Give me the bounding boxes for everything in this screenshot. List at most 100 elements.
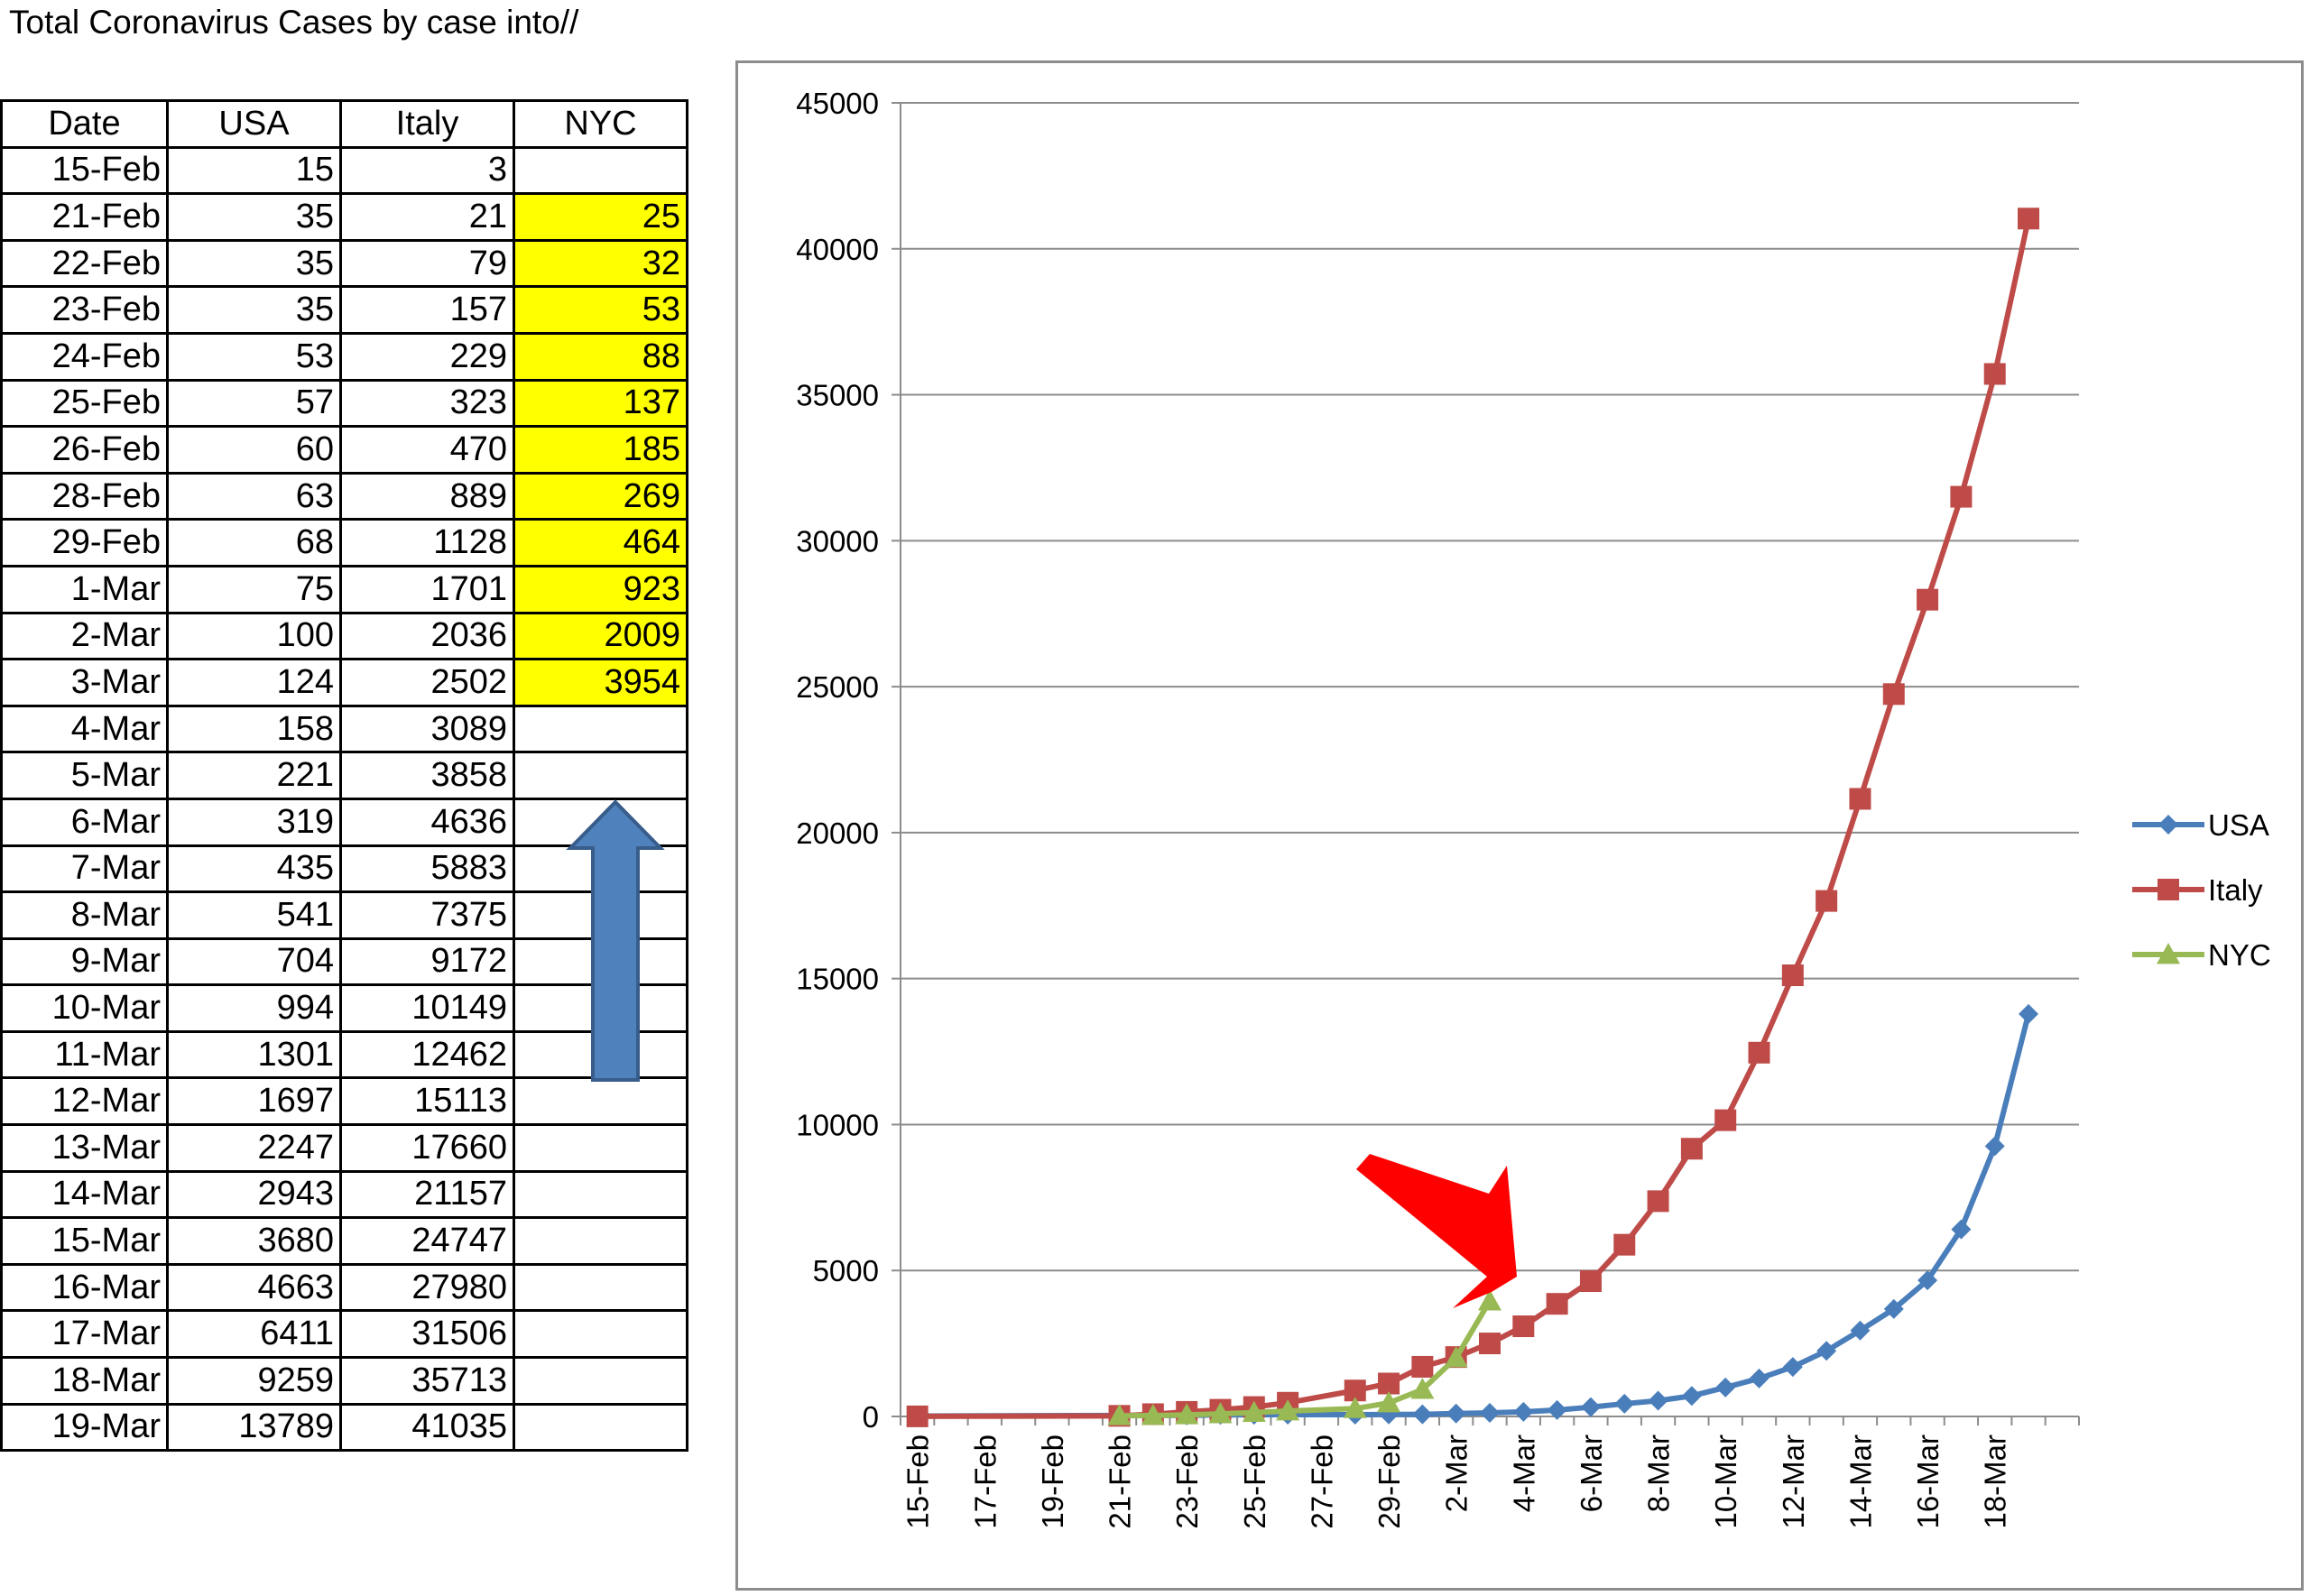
table-cell: 323: [339, 378, 515, 429]
x-tick-label: 16-Mar: [1911, 1435, 1945, 1529]
table-cell: 704: [166, 936, 342, 987]
data-point-italy: [1816, 890, 1838, 912]
data-point-usa: [1580, 1397, 1601, 1417]
table-cell: 4-Mar: [0, 704, 169, 754]
table-cell: 13-Mar: [0, 1123, 169, 1173]
table-row: 22-Feb 35 79 32: [0, 238, 688, 289]
table-cell: [513, 751, 688, 800]
table-header-cell: USA: [166, 99, 342, 149]
table-cell: 21-Feb: [0, 192, 169, 242]
table-cell: 124: [166, 658, 342, 707]
x-tick-label: 18-Mar: [1979, 1435, 2012, 1529]
data-point-italy: [906, 1405, 929, 1427]
table-cell: 464: [513, 518, 688, 567]
red-arrow-icon: [1356, 1154, 1517, 1308]
table-cell: 12462: [339, 1029, 515, 1080]
table-cell: 1301: [166, 1029, 342, 1080]
table-cell: 12-Mar: [0, 1076, 169, 1127]
data-point-usa: [1951, 1219, 1972, 1240]
table-cell: 21: [339, 192, 515, 242]
table-cell: [513, 1262, 688, 1313]
table-cell: 25: [513, 192, 688, 242]
table-cell: 9259: [166, 1356, 342, 1406]
table-cell: 7-Mar: [0, 844, 169, 894]
series-line-italy: [917, 217, 2031, 1419]
x-tick-label: 8-Mar: [1642, 1435, 1676, 1512]
data-point-nyc: [1444, 1345, 1468, 1368]
table-cell: 31506: [339, 1309, 515, 1360]
table-cell: 53: [513, 285, 688, 335]
table-row: 10-Mar 994 10149: [0, 983, 688, 1033]
table-cell: 269: [513, 471, 688, 521]
table-cell: 3: [339, 145, 515, 196]
data-point-nyc: [1107, 1404, 1132, 1425]
data-point-usa: [1446, 1403, 1466, 1424]
table-cell: 541: [166, 890, 342, 940]
table-cell: 1128: [339, 518, 515, 567]
table-row: 29-Feb 68 1128 464: [0, 518, 688, 567]
table-cell: 21157: [339, 1169, 515, 1220]
table-cell: 157: [339, 285, 515, 335]
table-cell: 158: [166, 704, 342, 754]
table-row: 23-Feb 35 157 53: [0, 285, 688, 335]
data-point-italy: [1579, 1269, 1602, 1292]
data-point-usa: [1749, 1368, 1769, 1388]
x-tick-label: 14-Mar: [1843, 1435, 1877, 1529]
table-cell: 3680: [166, 1216, 342, 1266]
table-cell: 35: [166, 285, 342, 335]
table-cell: 29-Feb: [0, 518, 169, 567]
table-cell: 10149: [339, 983, 515, 1033]
data-point-nyc: [1141, 1403, 1165, 1425]
x-tick-label: 17-Feb: [968, 1435, 1002, 1529]
table-row: 12-Mar 1697 15113: [0, 1076, 688, 1127]
x-tick-label: 4-Mar: [1507, 1435, 1540, 1512]
table-row: 3-Mar 124 2502 3954: [0, 658, 688, 707]
table-cell: 57: [166, 378, 342, 429]
x-tick-label: 2-Mar: [1440, 1435, 1474, 1512]
table-cell: 60: [166, 425, 342, 475]
table-cell: 2502: [339, 658, 515, 707]
table-cell: 27980: [339, 1262, 515, 1313]
table-cell: 11-Mar: [0, 1029, 169, 1080]
table-cell: 100: [166, 611, 342, 661]
x-tick-label: 27-Feb: [1305, 1435, 1338, 1529]
table-cell: 5-Mar: [0, 751, 169, 800]
line-chart: 0 5000 10000 15000 20000 25000 30000 35000 40000…: [796, 87, 2270, 1529]
table-cell: 79: [339, 238, 515, 289]
data-point-usa: [1850, 1320, 1871, 1341]
table-row: 14-Mar 2943 21157: [0, 1169, 688, 1220]
x-tick-label: 29-Feb: [1372, 1435, 1406, 1529]
data-point-italy: [1917, 588, 1939, 611]
table-cell: 994: [166, 983, 342, 1033]
table-header-cell: Date: [0, 99, 169, 149]
table-cell: 24-Feb: [0, 331, 169, 382]
table-cell: 3954: [513, 658, 688, 707]
table-row: 5-Mar 221 3858: [0, 751, 688, 800]
table-cell: 221: [166, 751, 342, 800]
data-point-usa: [1412, 1404, 1433, 1425]
table-row: 7-Mar 435 5883: [0, 844, 688, 894]
data-point-nyc: [1410, 1378, 1435, 1399]
table-row: 24-Feb 53 229 88: [0, 331, 688, 382]
x-tick-label: 10-Mar: [1709, 1435, 1742, 1529]
table-cell: 18-Mar: [0, 1356, 169, 1406]
data-point-usa: [2019, 1003, 2039, 1024]
blue-up-arrow-icon: [566, 799, 665, 1082]
table-row: 13-Mar 2247 17660: [0, 1123, 688, 1173]
table-cell: 22-Feb: [0, 238, 169, 289]
data-point-italy: [1680, 1138, 1703, 1160]
table-cell: 17660: [339, 1123, 515, 1173]
table-cell: 470: [339, 425, 515, 475]
table-cell: 9-Mar: [0, 936, 169, 987]
table-cell: 435: [166, 844, 342, 894]
data-point-usa: [1513, 1401, 1534, 1422]
y-tick-label: 0: [863, 1400, 879, 1434]
x-tick-label: 19-Feb: [1036, 1435, 1069, 1529]
table-cell: 17-Mar: [0, 1309, 169, 1360]
table-cell: 32: [513, 238, 688, 289]
data-point-usa: [1715, 1377, 1736, 1398]
table-cell: [513, 704, 688, 754]
data-point-italy: [1411, 1355, 1434, 1378]
data-point-italy: [1613, 1233, 1636, 1256]
x-tick-label: 15-Feb: [901, 1435, 935, 1529]
